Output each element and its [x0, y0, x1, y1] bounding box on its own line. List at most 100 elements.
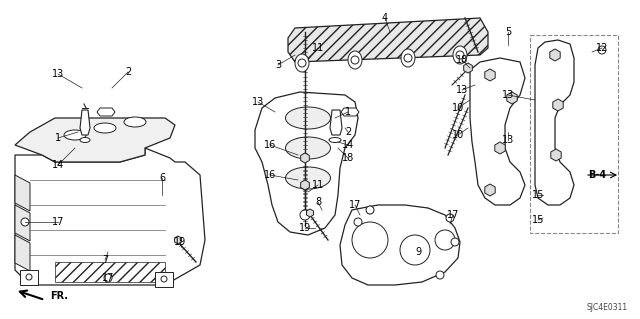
Text: 3: 3	[275, 60, 281, 70]
Text: 9: 9	[415, 247, 421, 257]
Text: 12: 12	[596, 43, 608, 53]
Text: FR.: FR.	[50, 291, 68, 301]
Circle shape	[400, 235, 430, 265]
Text: B-4: B-4	[588, 170, 606, 180]
Text: 15: 15	[532, 215, 544, 225]
FancyArrowPatch shape	[20, 291, 42, 299]
Circle shape	[26, 274, 32, 280]
Ellipse shape	[453, 46, 467, 64]
Bar	[530, 35, 618, 233]
Text: 13: 13	[502, 135, 514, 145]
Polygon shape	[15, 205, 30, 241]
Text: 2: 2	[125, 67, 131, 77]
Polygon shape	[535, 40, 574, 205]
Circle shape	[446, 214, 454, 222]
Polygon shape	[307, 209, 314, 217]
Text: 17: 17	[102, 273, 114, 283]
Text: 13: 13	[252, 97, 264, 107]
Circle shape	[161, 276, 167, 282]
Polygon shape	[367, 206, 374, 214]
Text: 18: 18	[456, 55, 468, 65]
Polygon shape	[553, 99, 563, 111]
Ellipse shape	[285, 107, 330, 129]
Text: 17: 17	[447, 210, 459, 220]
Text: 2: 2	[345, 127, 351, 137]
Polygon shape	[485, 69, 495, 81]
Polygon shape	[301, 180, 309, 190]
Text: 18: 18	[342, 153, 354, 163]
Text: 11: 11	[312, 43, 324, 53]
Polygon shape	[15, 175, 30, 211]
Circle shape	[21, 218, 29, 226]
Polygon shape	[20, 270, 38, 285]
Text: 16: 16	[264, 140, 276, 150]
Ellipse shape	[285, 137, 330, 159]
Polygon shape	[495, 142, 505, 154]
Text: 14: 14	[342, 140, 354, 150]
Polygon shape	[485, 184, 495, 196]
Ellipse shape	[348, 51, 362, 69]
Polygon shape	[550, 49, 560, 61]
Circle shape	[354, 218, 362, 226]
Polygon shape	[97, 108, 115, 116]
Circle shape	[436, 271, 444, 279]
Text: 8: 8	[315, 197, 321, 207]
Ellipse shape	[285, 167, 330, 189]
Circle shape	[300, 210, 310, 220]
Text: 10: 10	[452, 103, 464, 113]
Ellipse shape	[94, 123, 116, 133]
Ellipse shape	[295, 54, 309, 72]
Circle shape	[598, 46, 606, 54]
Polygon shape	[551, 149, 561, 161]
Circle shape	[435, 230, 455, 250]
Text: 4: 4	[382, 13, 388, 23]
Ellipse shape	[401, 49, 415, 67]
Text: 11: 11	[312, 180, 324, 190]
Polygon shape	[55, 262, 165, 282]
Polygon shape	[507, 92, 517, 104]
Polygon shape	[255, 92, 358, 235]
Ellipse shape	[329, 137, 341, 143]
Polygon shape	[15, 118, 175, 162]
Text: 5: 5	[505, 27, 511, 37]
Circle shape	[404, 54, 412, 62]
Circle shape	[352, 222, 388, 258]
Circle shape	[451, 238, 459, 246]
Text: 19: 19	[299, 223, 311, 233]
Polygon shape	[463, 63, 472, 73]
Polygon shape	[330, 110, 342, 135]
Text: 14: 14	[52, 160, 64, 170]
Text: 16: 16	[264, 170, 276, 180]
Ellipse shape	[124, 117, 146, 127]
Text: 7: 7	[102, 255, 108, 265]
Circle shape	[351, 56, 359, 64]
Text: 1: 1	[345, 107, 351, 117]
Text: 13: 13	[52, 69, 64, 79]
Polygon shape	[340, 205, 460, 285]
Text: 10: 10	[452, 130, 464, 140]
Circle shape	[456, 51, 464, 59]
Polygon shape	[175, 236, 182, 244]
Circle shape	[298, 59, 306, 67]
Polygon shape	[80, 110, 90, 135]
Text: 15: 15	[532, 190, 544, 200]
Polygon shape	[155, 272, 173, 287]
Text: 1: 1	[55, 133, 61, 143]
Text: 13: 13	[502, 90, 514, 100]
Polygon shape	[15, 148, 205, 285]
Text: SJC4E0311: SJC4E0311	[587, 303, 628, 312]
Polygon shape	[341, 108, 359, 116]
Circle shape	[104, 274, 112, 282]
Polygon shape	[470, 58, 525, 205]
Polygon shape	[447, 214, 454, 222]
Ellipse shape	[80, 137, 90, 143]
Text: 17: 17	[349, 200, 361, 210]
Text: 6: 6	[159, 173, 165, 183]
Text: 19: 19	[174, 237, 186, 247]
Circle shape	[366, 206, 374, 214]
Polygon shape	[301, 153, 309, 163]
Polygon shape	[288, 18, 488, 62]
Text: 13: 13	[456, 85, 468, 95]
Text: 17: 17	[52, 217, 64, 227]
Ellipse shape	[64, 130, 86, 140]
